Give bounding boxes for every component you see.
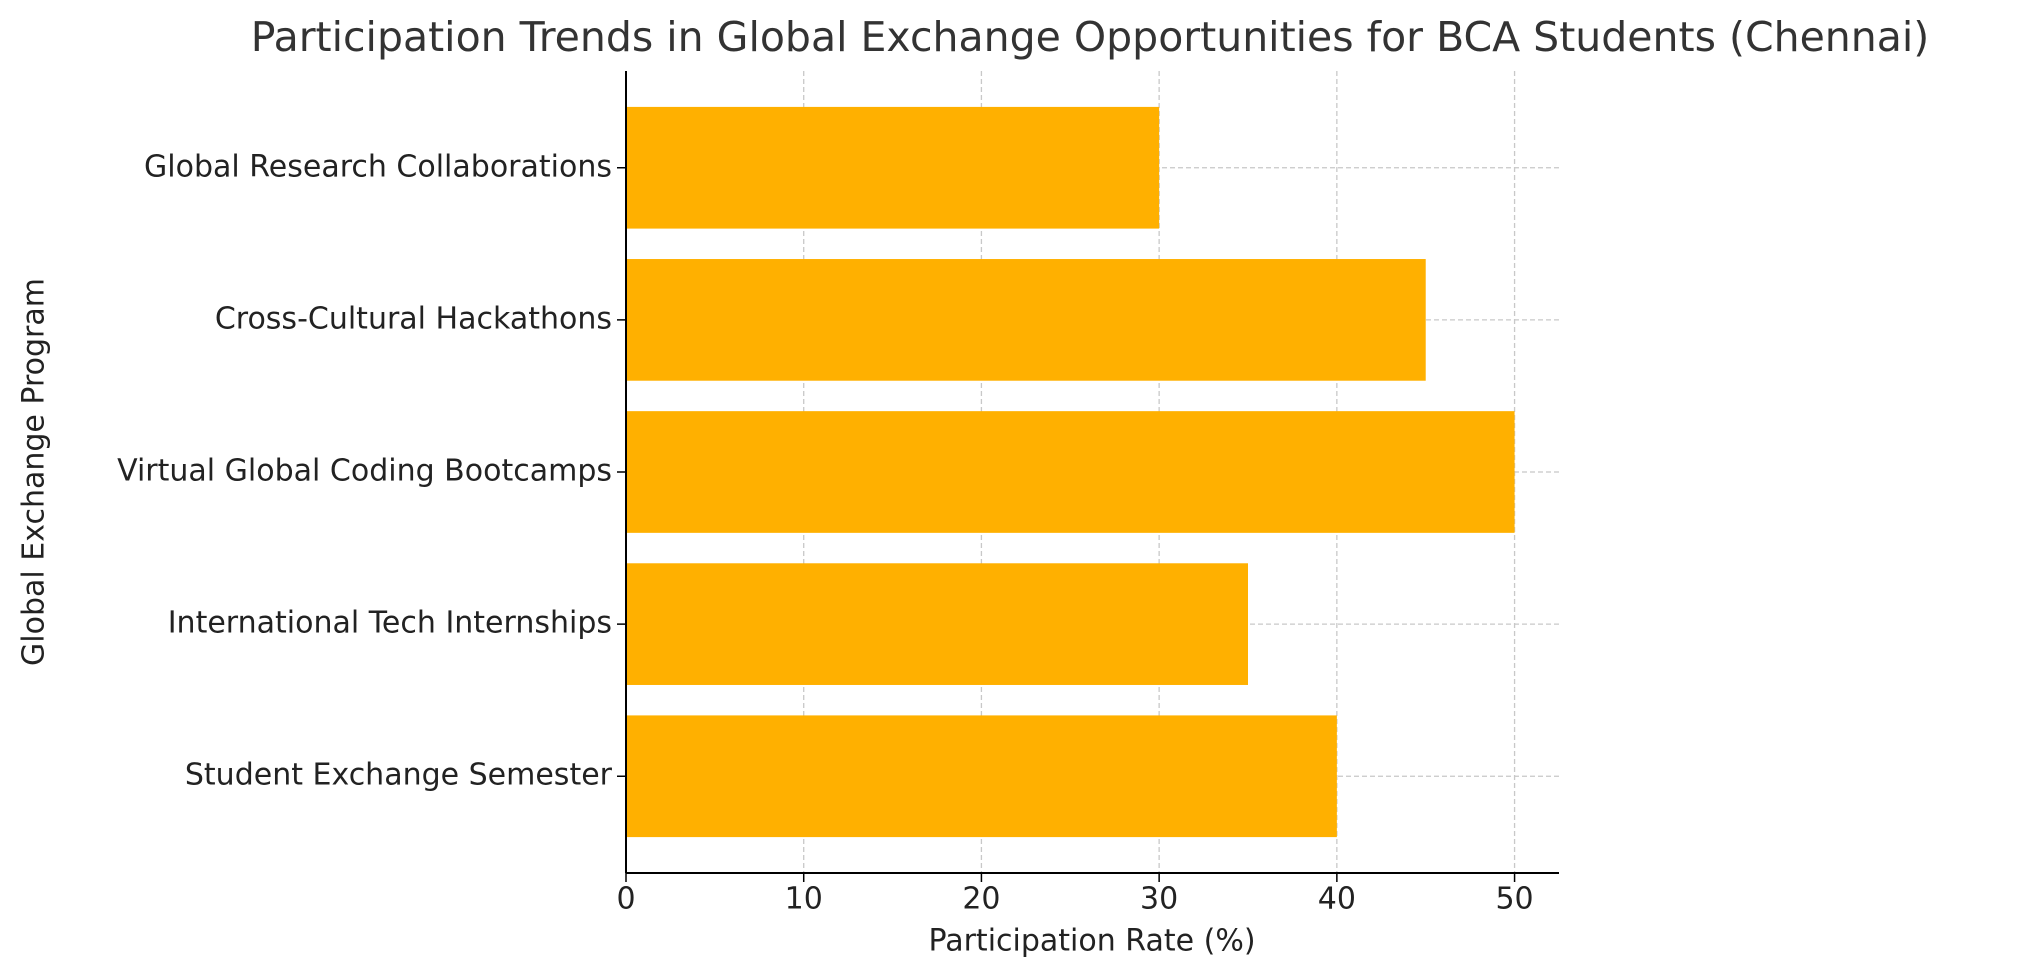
bar [626,259,1426,381]
bar [626,106,1160,229]
x-axis-label: Participation Rate (%) [928,924,1255,959]
x-tick-label: 10 [785,882,823,917]
bar [626,411,1515,533]
y-tick-label: Global Research Collaborations [144,149,612,184]
axes: 0 10 20 30 40 50 Student Exchange Semester Inte… [117,71,1559,917]
x-tick-label: 20 [962,882,1000,917]
y-tick-label: Cross-Cultural Hackathons [215,301,612,336]
bars [626,106,1515,838]
y-axis-label: Global Exchange Program [17,278,52,666]
bar [626,715,1337,838]
bar [626,563,1248,685]
y-tick-label: International Tech Internships [168,606,612,641]
x-tick-label: 0 [616,882,635,917]
chart-title: Participation Trends in Global Exchange … [251,13,1930,61]
y-tick-label: Virtual Global Coding Bootcamps [117,454,612,489]
x-tick-label: 30 [1140,882,1178,917]
y-tick-label: Student Exchange Semester [185,758,613,793]
x-tick-label: 50 [1495,882,1533,917]
x-tick-label: 40 [1318,882,1356,917]
